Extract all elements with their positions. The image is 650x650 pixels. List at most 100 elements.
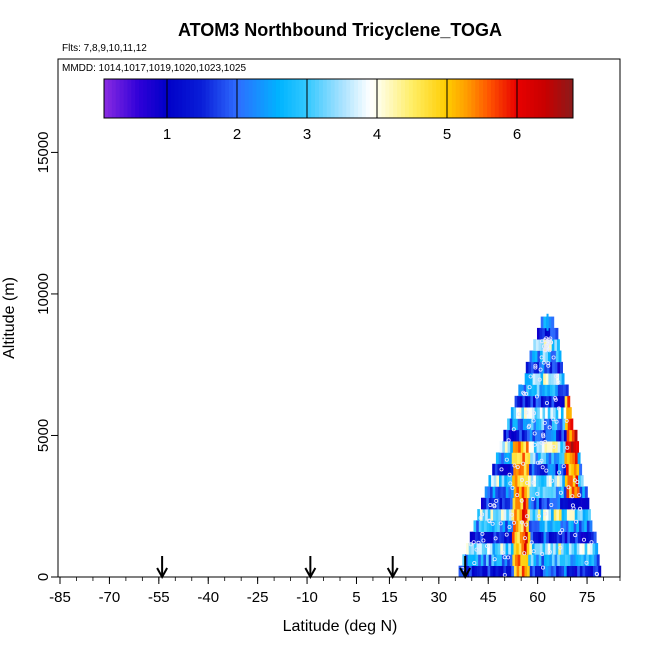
heatmap-cell — [480, 554, 484, 566]
heatmap-cell — [524, 486, 528, 499]
colorbar-segment — [197, 79, 203, 118]
heatmap-cell — [548, 531, 552, 544]
heatmap-cell — [562, 554, 566, 566]
heatmap-cell — [578, 497, 582, 510]
colorbar-segment — [272, 79, 277, 118]
heatmap-cell — [550, 463, 554, 476]
heatmap-cell — [479, 509, 483, 521]
heatmap-cell — [534, 463, 538, 476]
sample-point — [507, 525, 512, 530]
heatmap-cell — [499, 497, 503, 510]
sample-point — [536, 460, 541, 465]
colorbar-segment — [393, 79, 398, 118]
sample-point — [524, 410, 529, 415]
colorbar-segment — [338, 79, 343, 118]
heatmap-cell — [512, 475, 516, 487]
heatmap-cell — [505, 486, 509, 499]
sample-point — [540, 465, 545, 470]
heatmap-cell — [467, 554, 471, 566]
colorbar-segment — [490, 79, 496, 118]
heatmap-cell — [560, 497, 563, 510]
heatmap-cell — [535, 452, 539, 465]
heatmap-cell — [536, 520, 540, 533]
heatmap-cell — [558, 509, 562, 521]
heatmap-cell — [546, 339, 550, 351]
heatmap-cell — [587, 565, 591, 578]
heatmap-cell — [545, 350, 549, 363]
heatmap-cell — [512, 441, 516, 453]
heatmap-cell — [553, 373, 557, 385]
heatmap-cell — [482, 565, 486, 578]
heatmap-cell — [584, 520, 588, 533]
sample-point — [525, 480, 530, 485]
heatmap-cell — [531, 543, 535, 555]
heatmap-cell — [556, 339, 560, 351]
heatmap-cell — [485, 531, 489, 544]
sample-point — [572, 478, 577, 483]
heatmap-cell — [563, 407, 567, 419]
heatmap-cell — [531, 497, 534, 510]
heatmap-cell — [483, 497, 487, 510]
heatmap-cell — [480, 497, 484, 510]
sample-point — [570, 494, 575, 499]
heatmap-cell — [515, 520, 519, 533]
colorbar-segment — [162, 79, 167, 118]
heatmap-cell — [556, 373, 560, 385]
colorbar-segment — [115, 79, 121, 118]
heatmap-cell — [532, 373, 536, 385]
heatmap-cell — [548, 373, 552, 385]
heatmap-cell — [574, 509, 578, 521]
heatmap-cell — [477, 565, 480, 578]
heatmap-cell — [508, 486, 512, 499]
heatmap-cell — [557, 384, 561, 397]
sample-point — [516, 412, 521, 417]
sample-point — [538, 367, 543, 372]
heatmap-cell — [487, 565, 491, 578]
heatmap-cell — [516, 429, 520, 442]
heatmap-cell — [542, 486, 546, 499]
heatmap-cell — [566, 407, 570, 419]
heatmap-cell — [525, 418, 529, 431]
heatmap-cell — [516, 509, 520, 521]
colorbar-segment — [209, 79, 214, 118]
heatmap-cell — [482, 531, 486, 544]
heatmap-cell — [554, 418, 558, 431]
heatmap-cell — [571, 565, 575, 578]
heatmap-cell — [591, 531, 594, 544]
sample-point — [534, 394, 539, 399]
heatmap-cell — [548, 429, 552, 442]
heatmap-cell — [521, 463, 525, 476]
heatmap-cell — [576, 520, 580, 533]
heatmap-cell — [469, 531, 473, 544]
colorbar-segment — [389, 79, 394, 118]
heatmap-cell — [498, 531, 502, 544]
heatmap-cell — [522, 452, 526, 465]
heatmap-cell — [512, 554, 516, 566]
heatmap-cell — [532, 350, 536, 363]
heatmap-cell — [545, 452, 549, 465]
heatmap-cell — [527, 509, 531, 521]
heatmap-cell — [565, 520, 569, 533]
colorbar-segment — [111, 79, 117, 118]
heatmap-cell — [542, 327, 546, 340]
heatmap-cell — [539, 520, 543, 533]
heatmap-cell — [485, 509, 489, 521]
heatmap-cell — [507, 441, 511, 453]
colorbar-segment — [268, 79, 273, 118]
heatmap-cell — [593, 531, 597, 544]
heatmap-cell — [521, 407, 525, 419]
heatmap-cell — [526, 543, 530, 555]
heatmap-cell — [571, 429, 575, 442]
sample-point — [468, 542, 473, 547]
heatmap-cell — [555, 486, 559, 499]
heatmap-cell — [491, 497, 495, 510]
x-tick-label: 75 — [579, 589, 596, 606]
heatmap-cell — [544, 497, 548, 510]
heatmap-cell — [540, 373, 544, 385]
heatmap-cell — [490, 565, 494, 578]
heatmap-cell — [555, 441, 558, 453]
heatmap-cell — [536, 441, 540, 453]
sample-point — [531, 480, 536, 485]
heatmap-cell — [596, 554, 600, 566]
